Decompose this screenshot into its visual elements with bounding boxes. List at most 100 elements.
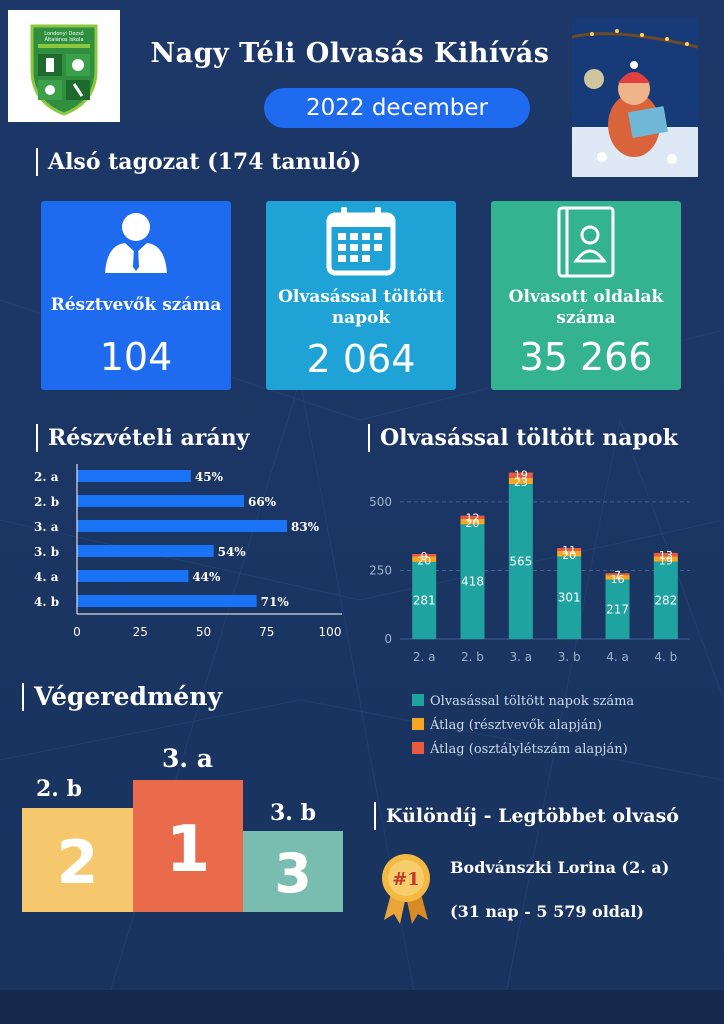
stack-tick-label: 250: [369, 563, 392, 577]
stack-segment: [460, 524, 485, 639]
stack-segment: [412, 556, 437, 562]
card-reading-days-label: Olvasással töltött napok: [278, 287, 444, 328]
stack-value-label: 13: [659, 549, 673, 562]
award-ribbon-icon: #1: [382, 854, 430, 924]
special-winner-name: Bodvánszki Lorina (2. a): [450, 858, 670, 877]
legend-swatch-avg-participants: [412, 718, 424, 730]
stack-segment: [605, 575, 630, 580]
stack-value-label: 418: [461, 575, 484, 589]
hbar-category-label: 3. a: [34, 520, 59, 534]
hbar-category-label: 4. a: [34, 570, 59, 584]
stack-value-label: 7: [614, 569, 621, 582]
date-badge: 2022 december: [264, 88, 530, 128]
page-title: Nagy Téli Olvasás Kihívás: [150, 38, 550, 69]
school-logo: Londonyi Dezső Általános Iskola: [8, 10, 120, 122]
stack-value-label: 282: [654, 593, 677, 607]
hbar-category-label: 4. b: [34, 595, 59, 609]
person-icon: [105, 213, 167, 273]
stack-value-label: 19: [514, 469, 528, 482]
card-pages-read-label: Olvasott oldalak száma: [508, 287, 664, 328]
hbar-tick-label: 25: [133, 625, 148, 639]
card-participants-label: Résztvevők száma: [50, 295, 222, 315]
stack-value-label: 301: [558, 591, 581, 605]
legend-item-days: Olvasással töltött napok száma: [412, 694, 634, 709]
hbar-category-label: 2. b: [34, 495, 59, 509]
stack-category-label: 4. a: [606, 650, 629, 664]
stack-value-label: 20: [562, 549, 576, 562]
special-winner-detail: (31 nap - 5 579 oldal): [450, 902, 644, 921]
participation-bar-chart: 2. a 45% 2. b 66% 3. a 83% 3. b 54% 4. a 44% 4. b 7…: [34, 464, 342, 639]
podium-second-class: 2. b: [36, 776, 83, 802]
hbar-bar: [77, 495, 244, 507]
special-prize-heading: Különdíj - Legtöbbet olvasó: [374, 802, 679, 830]
legend-swatch-avg-class: [412, 742, 424, 754]
hbar-value-label: 66%: [248, 495, 277, 509]
winter-reading-illustration: [572, 17, 698, 177]
card-pages-read-value: 35 266: [519, 335, 653, 379]
participation-chart-title: Részvételi arány: [36, 424, 249, 452]
stack-value-label: 281: [413, 593, 436, 607]
stack-value-label: 9: [421, 550, 428, 563]
podium-third-class: 3. b: [270, 800, 317, 826]
stack-category-label: 4. b: [654, 650, 677, 664]
stack-segment: [653, 552, 678, 557]
stack-segment: [460, 515, 485, 519]
podium-first-place: 1: [133, 780, 243, 912]
podium-first-class: 3. a: [162, 744, 214, 773]
stack-category-label: 2. a: [413, 650, 436, 664]
stack-segment: [508, 477, 533, 485]
calendar-icon: [326, 207, 396, 276]
stack-segment: [412, 554, 437, 557]
stack-segment: [605, 579, 630, 639]
legend-swatch-days: [412, 694, 424, 706]
stack-segment: [557, 556, 582, 639]
stack-segment: [653, 561, 678, 639]
legend-label-avg-participants: Átlag (résztvevők alapján): [430, 718, 602, 733]
legend-label-days: Olvasással töltött napok száma: [430, 694, 635, 709]
hbar-value-label: 45%: [195, 470, 224, 484]
hbar-value-label: 83%: [291, 520, 320, 534]
card-pages-read: Olvasott oldalak száma 35 266: [491, 201, 681, 390]
stack-segment: [508, 484, 533, 639]
card-participants-value: 104: [99, 335, 173, 379]
logo-text: Londonyi Dezső Általános Iskola: [44, 31, 84, 43]
stack-tick-label: 500: [369, 495, 392, 509]
stack-segment: [412, 561, 437, 639]
stack-value-label: 20: [417, 554, 431, 567]
legend-item-avg-participants: Átlag (résztvevők alapján): [412, 718, 602, 733]
stack-segment: [605, 573, 630, 576]
hbar-bar: [77, 470, 191, 482]
contact-book-icon: [557, 206, 615, 278]
hbar-bar: [77, 520, 287, 532]
reading-days-chart-title: Olvasással töltött napok: [368, 424, 678, 452]
stack-value-label: 16: [611, 573, 625, 586]
hbar-tick-label: 0: [73, 625, 81, 639]
hbar-tick-label: 100: [319, 625, 342, 639]
card-reading-days: Olvasással töltött napok 2 064: [266, 201, 456, 390]
card-reading-days-value: 2 064: [306, 337, 416, 381]
stack-value-label: 217: [606, 602, 629, 616]
stack-value-label: 23: [514, 476, 528, 489]
stack-segment: [557, 547, 582, 551]
stack-value-label: 19: [659, 554, 673, 567]
hbar-value-label: 44%: [192, 570, 221, 584]
card-participants: Résztvevők száma 104: [41, 201, 231, 390]
hbar-value-label: 54%: [218, 545, 247, 559]
stack-value-label: 12: [466, 512, 480, 525]
hbar-tick-label: 50: [196, 625, 211, 639]
section-heading-lower-grades: Alsó tagozat (174 tanuló): [36, 148, 361, 176]
award-badge-text: #1: [392, 869, 420, 890]
hbar-tick-label: 75: [259, 625, 274, 639]
hbar-value-label: 71%: [261, 595, 290, 609]
stack-segment: [508, 472, 533, 478]
stack-value-label: 565: [509, 555, 532, 569]
footer-band: [0, 990, 724, 1024]
stack-segment: [557, 550, 582, 557]
stack-segment: [653, 556, 678, 562]
stack-category-label: 3. b: [558, 650, 581, 664]
stack-category-label: 3. a: [510, 650, 533, 664]
stack-segment: [460, 518, 485, 525]
stack-tick-label: 0: [384, 632, 392, 646]
podium-third-place: 3: [243, 831, 343, 912]
